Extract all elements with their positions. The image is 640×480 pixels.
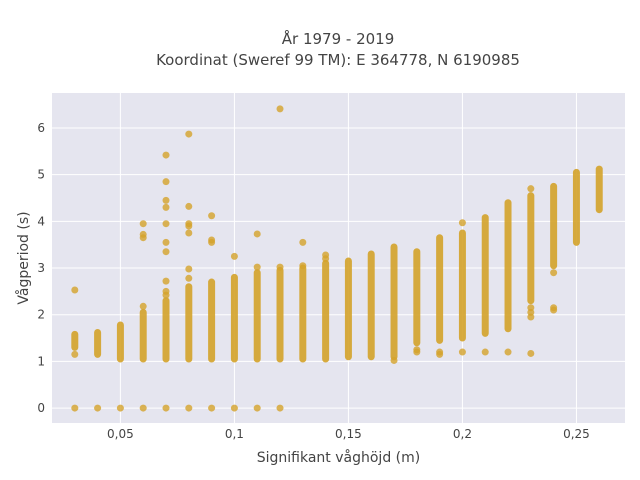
data-point — [139, 404, 147, 412]
data-point — [276, 263, 284, 271]
data-point — [458, 219, 466, 227]
chart-subtitle: Koordinat (Sweref 99 TM): E 364778, N 61… — [156, 51, 520, 69]
data-point — [436, 348, 444, 356]
y-tick-label: 0 — [37, 401, 45, 415]
data-point — [162, 277, 170, 285]
data-point — [139, 230, 147, 238]
data-point — [185, 202, 193, 210]
data-point — [71, 286, 79, 294]
data-point — [550, 304, 558, 312]
data-point — [162, 238, 170, 246]
chart-title: År 1979 - 2019 — [281, 30, 395, 48]
data-point — [139, 302, 147, 310]
x-tick-label: 0,05 — [107, 427, 134, 441]
data-point — [162, 203, 170, 211]
plot-area — [52, 93, 625, 423]
data-point — [185, 229, 193, 237]
data-point — [71, 404, 79, 412]
data-point — [527, 304, 535, 312]
data-points — [71, 105, 603, 412]
data-point — [94, 404, 102, 412]
data-point — [71, 350, 79, 358]
data-point — [253, 230, 261, 238]
data-point — [299, 238, 307, 246]
data-point — [413, 346, 421, 354]
x-tick-label: 0,1 — [225, 427, 244, 441]
data-point — [276, 404, 284, 412]
data-point — [162, 220, 170, 228]
data-point — [230, 404, 238, 412]
x-tick-label: 0,2 — [453, 427, 472, 441]
data-point — [185, 222, 193, 230]
y-tick-label: 4 — [37, 214, 45, 228]
data-point — [458, 348, 466, 356]
axis-ticks: 0,05 0,1 0,15 0,2 0,25 0 1 2 3 4 5 6 — [37, 121, 589, 441]
data-point — [208, 238, 216, 246]
y-axis-label: Vågperiod (s) — [15, 211, 32, 304]
y-tick-label: 6 — [37, 121, 45, 135]
data-point — [116, 404, 124, 412]
data-point — [185, 265, 193, 273]
y-tick-label: 5 — [37, 168, 45, 182]
data-point — [390, 356, 398, 364]
data-point — [504, 348, 512, 356]
data-point — [162, 151, 170, 159]
data-point — [162, 291, 170, 299]
data-point — [185, 130, 193, 138]
data-point — [527, 349, 535, 357]
data-point — [527, 185, 535, 193]
data-point — [481, 348, 489, 356]
y-tick-label: 3 — [37, 261, 45, 275]
data-point — [299, 262, 307, 270]
data-point — [208, 404, 216, 412]
data-point — [322, 255, 330, 263]
data-point — [253, 263, 261, 271]
data-point — [230, 252, 238, 260]
data-point — [253, 404, 261, 412]
y-tick-label: 2 — [37, 308, 45, 322]
data-point — [139, 220, 147, 228]
data-point — [185, 274, 193, 282]
data-point — [185, 404, 193, 412]
data-point — [276, 105, 284, 113]
y-tick-label: 1 — [37, 354, 45, 368]
data-point — [162, 248, 170, 256]
data-point — [162, 404, 170, 412]
data-point — [550, 269, 558, 277]
data-point — [208, 212, 216, 220]
x-tick-label: 0,25 — [563, 427, 590, 441]
data-point — [162, 196, 170, 204]
data-point — [162, 178, 170, 186]
x-tick-label: 0,15 — [335, 427, 362, 441]
x-axis-label: Signifikant våghöjd (m) — [257, 449, 420, 466]
